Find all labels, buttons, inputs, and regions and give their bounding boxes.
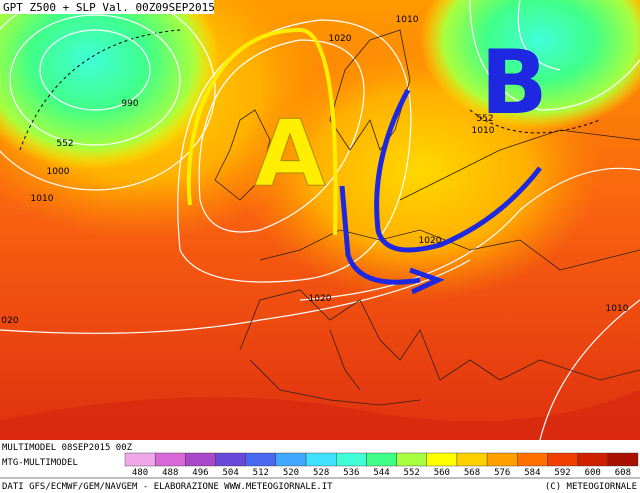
- legend-value: 496: [192, 468, 208, 478]
- legend-swatch: [577, 452, 609, 467]
- legend-swatch: [215, 452, 246, 467]
- legend-value: 480: [132, 468, 148, 478]
- legend-swatch: [547, 452, 578, 467]
- legend-swatch: [154, 452, 186, 467]
- legend-value: 536: [343, 468, 359, 478]
- pressure-center-label: A: [254, 100, 325, 207]
- legend-swatch: [366, 452, 397, 467]
- contour-label: 1010: [31, 194, 54, 204]
- contour-label: 1010: [472, 126, 495, 136]
- contour-label: 1020: [309, 294, 332, 304]
- legend-value: 560: [434, 468, 450, 478]
- contour-label: 1020: [329, 34, 352, 44]
- legend-swatch: [124, 452, 156, 467]
- color-legend: 480 488 496 504 512 520 528 536 544 552 560 568 576 5…: [124, 452, 639, 478]
- legend-value: 488: [162, 468, 178, 478]
- copyright: (C) METEOGIORNALE: [545, 482, 637, 492]
- run-label: MULTIMODEL 08SEP2015 00Z: [2, 443, 133, 453]
- legend-swatch: [245, 452, 277, 467]
- legend-value: 504: [222, 468, 238, 478]
- legend-value: 592: [554, 468, 570, 478]
- legend-swatch: [305, 452, 337, 467]
- legend-swatch: [517, 452, 548, 467]
- footer: MULTIMODEL 08SEP2015 00Z MTG-MULTIMODEL …: [0, 440, 640, 493]
- legend-swatch: [486, 452, 518, 467]
- legend-swatch: [336, 452, 367, 467]
- credits: DATI GFS/ECMWF/GEM/NAVGEM - ELABORAZIONE…: [2, 482, 333, 492]
- model-label: MTG-MULTIMODEL: [2, 458, 78, 468]
- contour-label: 1000: [47, 167, 70, 177]
- pressure-center-label: B: [480, 31, 547, 134]
- title-box: [0, 0, 214, 14]
- legend-value: 600: [585, 468, 601, 478]
- legend-value: 544: [373, 468, 389, 478]
- contour-label: 990: [121, 99, 138, 109]
- contour-label: 1010: [606, 304, 629, 314]
- legend-swatch: [456, 452, 488, 467]
- legend-value: 608: [615, 468, 631, 478]
- legend-swatch: [396, 452, 427, 467]
- legend-swatch: [275, 452, 307, 467]
- legend-value: 576: [494, 468, 510, 478]
- legend-value: 568: [464, 468, 480, 478]
- contour-label: 1020: [419, 236, 442, 246]
- contour-label: 020: [1, 316, 18, 326]
- legend-swatch: [426, 452, 458, 467]
- map: A B 1010 1020 990 552 1000 1010 552 1010 1020 102…: [0, 0, 640, 441]
- contour-label: 552: [56, 139, 73, 149]
- legend-swatch: [607, 452, 639, 467]
- legend-swatch: [185, 452, 216, 467]
- legend-value: 584: [524, 468, 540, 478]
- legend-value: 520: [283, 468, 299, 478]
- legend-value: 528: [313, 468, 329, 478]
- contour-label: 1010: [396, 15, 419, 25]
- legend-value: 512: [253, 468, 269, 478]
- title: GPT Z500 + SLP Val. 00Z09SEP2015: [3, 1, 215, 14]
- legend-value: 552: [404, 468, 420, 478]
- contour-labels: 1010 1020 990 552 1000 1010 552 1010 1020 1020 020…: [1, 15, 628, 326]
- contour-label: 552: [476, 114, 493, 124]
